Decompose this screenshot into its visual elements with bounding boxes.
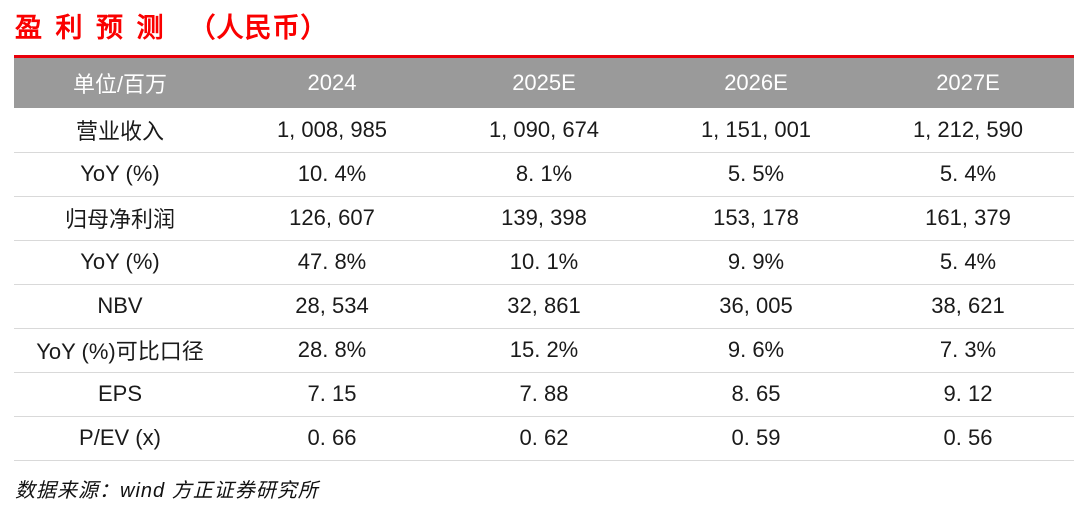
cell: 161, 379 [862,196,1074,241]
cell: 7. 88 [438,372,650,417]
col-header-unit: 单位/百万 [14,58,226,108]
earnings-forecast-table: 单位/百万 2024 2025E 2026E 2027E 营业收入 1, 008… [14,58,1074,461]
cell: 15. 2% [438,328,650,373]
table-row: EPS 7. 15 7. 88 8. 65 9. 12 [14,372,1074,417]
cell: 0. 56 [862,416,1074,461]
cell: 36, 005 [650,284,862,329]
table-row: P/EV (x) 0. 66 0. 62 0. 59 0. 56 [14,416,1074,461]
cell: 1, 151, 001 [650,108,862,153]
cell: 5. 4% [862,240,1074,285]
data-source-note: 数据来源：wind 方正证券研究所 [15,479,319,502]
table-row: YoY (%)可比口径 28. 8% 15. 2% 9. 6% 7. 3% [14,328,1074,373]
cell: 10. 1% [438,240,650,285]
cell: 47. 8% [226,240,438,285]
cell: 1, 008, 985 [226,108,438,153]
red-rule [14,55,1074,58]
cell: 0. 66 [226,416,438,461]
cell: 9. 12 [862,372,1074,417]
cell: 10. 4% [226,152,438,197]
cell: 139, 398 [438,196,650,241]
table-row: NBV 28, 534 32, 861 36, 005 38, 621 [14,284,1074,329]
row-label: YoY (%) [14,152,226,197]
cell: 9. 9% [650,240,862,285]
row-label: 营业收入 [14,108,226,153]
cell: 32, 861 [438,284,650,329]
cell: 8. 65 [650,372,862,417]
table-row: YoY (%) 47. 8% 10. 1% 9. 9% 5. 4% [14,240,1074,285]
cell: 5. 4% [862,152,1074,197]
table-row: 归母净利润 126, 607 139, 398 153, 178 161, 37… [14,196,1074,241]
cell: 28, 534 [226,284,438,329]
cell: 0. 62 [438,416,650,461]
cell: 7. 15 [226,372,438,417]
page-title-main: 盈 利 预 测 [15,13,167,43]
table-row: YoY (%) 10. 4% 8. 1% 5. 5% 5. 4% [14,152,1074,197]
cell: 5. 5% [650,152,862,197]
cell: 153, 178 [650,196,862,241]
row-label: YoY (%)可比口径 [14,328,226,373]
row-label: 归母净利润 [14,196,226,241]
col-header-2025e: 2025E [438,58,650,108]
cell: 7. 3% [862,328,1074,373]
row-label: YoY (%) [14,240,226,285]
col-header-2027e: 2027E [862,58,1074,108]
row-label: EPS [14,372,226,417]
cell: 126, 607 [226,196,438,241]
page-title-currency-unit: （人民币） [188,13,329,43]
cell: 1, 090, 674 [438,108,650,153]
cell: 8. 1% [438,152,650,197]
cell: 1, 212, 590 [862,108,1074,153]
cell: 28. 8% [226,328,438,373]
col-header-2024: 2024 [226,58,438,108]
page-title: 盈 利 预 测 （人民币） [15,6,1074,45]
col-header-2026e: 2026E [650,58,862,108]
cell: 38, 621 [862,284,1074,329]
cell: 9. 6% [650,328,862,373]
table-header-row: 单位/百万 2024 2025E 2026E 2027E [14,58,1074,108]
report-table-panel: 盈 利 预 测 （人民币） 单位/百万 2024 2025E 2026E 2027… [14,6,1074,502]
row-label: NBV [14,284,226,329]
cell: 0. 59 [650,416,862,461]
row-label: P/EV (x) [14,416,226,461]
table-row: 营业收入 1, 008, 985 1, 090, 674 1, 151, 001… [14,108,1074,153]
